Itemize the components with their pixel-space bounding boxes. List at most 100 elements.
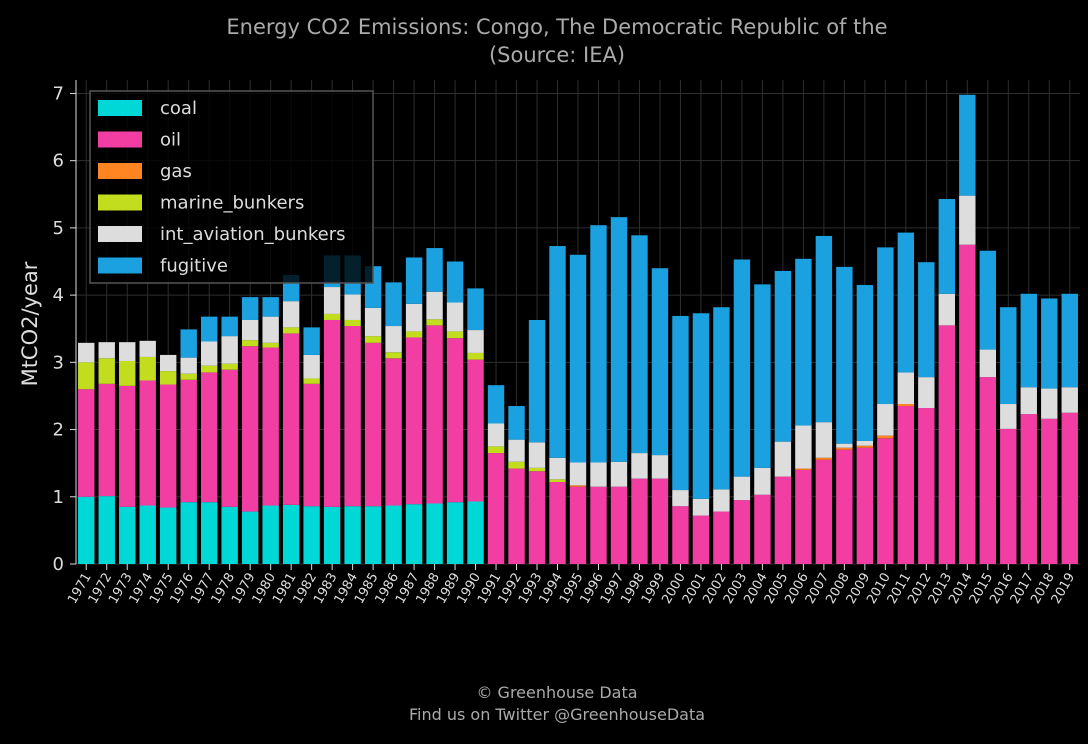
y-tick-label: 0: [53, 554, 64, 575]
bar-marine_bunkers-1992: [508, 461, 525, 469]
bar-int_aviation_bunkers-1976: [180, 357, 197, 374]
legend-label-fugitive: fugitive: [160, 256, 228, 277]
bar-fugitive-2003: [733, 259, 751, 477]
bar-coal-1984: [344, 506, 361, 564]
bar-int_aviation_bunkers-1977: [200, 341, 218, 366]
bar-marine_bunkers-1975: [160, 371, 177, 385]
bar-marine_bunkers-1976: [180, 373, 197, 380]
bar-oil-1976: [180, 379, 197, 503]
bar-marine_bunkers-1986: [385, 352, 402, 359]
bar-fugitive-2013: [938, 198, 956, 294]
y-tick-label: 7: [53, 83, 64, 104]
bar-fugitive-2000: [672, 315, 689, 491]
bar-fugitive-2002: [713, 307, 730, 490]
bar-marine_bunkers-1971: [78, 362, 95, 390]
bar-int_aviation_bunkers-1997: [610, 461, 628, 487]
legend-label-coal: coal: [160, 98, 197, 119]
bar-int_aviation_bunkers-1988: [426, 291, 443, 320]
bar-oil-1977: [200, 372, 218, 503]
bar-int_aviation_bunkers-1991: [487, 423, 505, 447]
bar-int_aviation_bunkers-2001: [692, 498, 710, 516]
bar-int_aviation_bunkers-2010: [877, 404, 894, 436]
bar-int_aviation_bunkers-2006: [795, 425, 812, 469]
bar-fugitive-1977: [200, 316, 218, 342]
bar-coal-1987: [405, 504, 423, 564]
bar-fugitive-2006: [795, 258, 812, 426]
bar-oil-1973: [119, 385, 136, 507]
bar-oil-1988: [426, 325, 443, 504]
bar-int_aviation_bunkers-1982: [303, 354, 320, 379]
legend-box: [89, 90, 374, 284]
bar-oil-2009: [856, 447, 874, 564]
bar-marine_bunkers-1987: [405, 331, 423, 338]
bar-fugitive-1976: [180, 329, 197, 358]
legend-swatch-fugitive: [98, 257, 142, 274]
bar-fugitive-2012: [918, 262, 935, 378]
bar-gas-2006: [795, 468, 812, 470]
bar-int_aviation_bunkers-2000: [672, 490, 689, 507]
legend-swatch-marine_bunkers: [98, 194, 142, 211]
bar-coal-1985: [364, 506, 382, 564]
bar-fugitive-2015: [979, 250, 996, 350]
bar-marine_bunkers-1990: [467, 352, 484, 360]
bar-coal-1981: [282, 504, 300, 564]
bar-oil-2019: [1061, 412, 1078, 564]
bar-int_aviation_bunkers-1994: [549, 457, 566, 480]
bar-fugitive-2011: [897, 232, 915, 373]
bar-fugitive-2001: [692, 313, 710, 499]
bar-int_aviation_bunkers-2011: [897, 372, 915, 405]
bar-fugitive-1990: [467, 288, 484, 331]
bar-marine_bunkers-1972: [98, 358, 115, 384]
bar-gas-2010: [877, 435, 894, 439]
bar-gas-2011: [897, 404, 915, 407]
bar-oil-2011: [897, 406, 915, 564]
bar-fugitive-1987: [405, 257, 423, 304]
bar-oil-1999: [651, 478, 669, 564]
bar-fugitive-1992: [508, 406, 525, 440]
y-tick-label: 3: [53, 352, 64, 373]
bar-oil-2016: [1000, 428, 1017, 564]
bar-int_aviation_bunkers-1984: [344, 294, 361, 320]
bar-int_aviation_bunkers-1983: [323, 287, 341, 314]
y-tick-label: 4: [53, 285, 64, 306]
bar-int_aviation_bunkers-1974: [139, 340, 156, 357]
bar-int_aviation_bunkers-2012: [918, 377, 935, 409]
y-axis-label: MtCO2/year: [18, 261, 42, 386]
bar-marine_bunkers-1983: [323, 313, 341, 320]
bar-fugitive-1996: [590, 225, 607, 463]
bar-marine_bunkers-1991: [487, 446, 505, 454]
bar-fugitive-2018: [1041, 298, 1058, 389]
bar-oil-1975: [160, 384, 177, 508]
bar-coal-1989: [446, 502, 464, 564]
y-tick-label: 5: [53, 218, 64, 239]
bar-fugitive-1980: [262, 297, 279, 317]
bar-marine_bunkers-1985: [364, 336, 382, 343]
bar-fugitive-2005: [774, 270, 792, 442]
bar-coal-1978: [221, 506, 238, 564]
bar-gas-2009: [856, 445, 874, 448]
bar-marine_bunkers-1984: [344, 319, 361, 327]
bar-int_aviation_bunkers-2016: [1000, 404, 1017, 429]
bar-fugitive-1988: [426, 248, 443, 292]
bar-int_aviation_bunkers-2003: [733, 476, 751, 501]
bar-fugitive-1997: [610, 217, 628, 462]
bar-coal-1980: [262, 505, 279, 564]
bar-int_aviation_bunkers-1996: [590, 462, 607, 487]
bar-oil-2017: [1020, 414, 1037, 564]
bar-oil-2005: [774, 476, 792, 564]
bar-oil-1987: [405, 337, 423, 505]
bar-oil-2015: [979, 377, 996, 564]
bar-coal-1982: [303, 506, 320, 564]
bar-oil-1986: [385, 358, 402, 506]
bar-coal-1976: [180, 502, 197, 564]
bar-oil-1974: [139, 380, 156, 506]
bar-int_aviation_bunkers-1990: [467, 330, 484, 353]
bar-oil-2013: [938, 325, 956, 564]
bar-int_aviation_bunkers-1980: [262, 316, 279, 343]
y-tick-label: 6: [53, 151, 64, 172]
bar-fugitive-1994: [549, 246, 566, 458]
bar-oil-1998: [631, 478, 648, 564]
bar-oil-1981: [282, 333, 300, 505]
bar-oil-1993: [528, 471, 546, 564]
bar-int_aviation_bunkers-1987: [405, 303, 423, 332]
